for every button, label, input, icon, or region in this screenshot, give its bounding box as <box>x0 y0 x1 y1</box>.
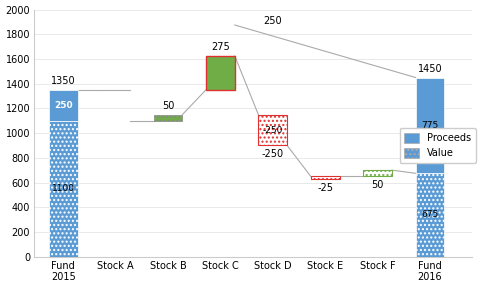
Text: -250: -250 <box>262 149 284 159</box>
Text: 250: 250 <box>54 101 72 110</box>
Bar <box>416 77 444 173</box>
Bar <box>49 90 78 121</box>
Text: 50: 50 <box>162 101 174 111</box>
Bar <box>311 176 339 179</box>
Bar <box>206 56 235 90</box>
Text: 675: 675 <box>421 211 439 219</box>
Bar <box>416 173 444 257</box>
Bar <box>206 56 235 90</box>
Text: -250: -250 <box>263 126 283 134</box>
Text: 250: 250 <box>264 16 282 26</box>
Text: 275: 275 <box>211 42 230 52</box>
Text: 1350: 1350 <box>51 76 75 86</box>
Bar <box>154 115 182 121</box>
Text: 1450: 1450 <box>418 64 442 74</box>
Bar <box>49 121 78 257</box>
Text: 1100: 1100 <box>52 184 75 193</box>
Text: 775: 775 <box>421 121 439 130</box>
Bar <box>363 170 392 176</box>
Text: -25: -25 <box>317 183 333 193</box>
Text: 50: 50 <box>372 180 384 190</box>
Legend: Proceeds, Value: Proceeds, Value <box>399 128 476 163</box>
Bar <box>258 115 287 145</box>
